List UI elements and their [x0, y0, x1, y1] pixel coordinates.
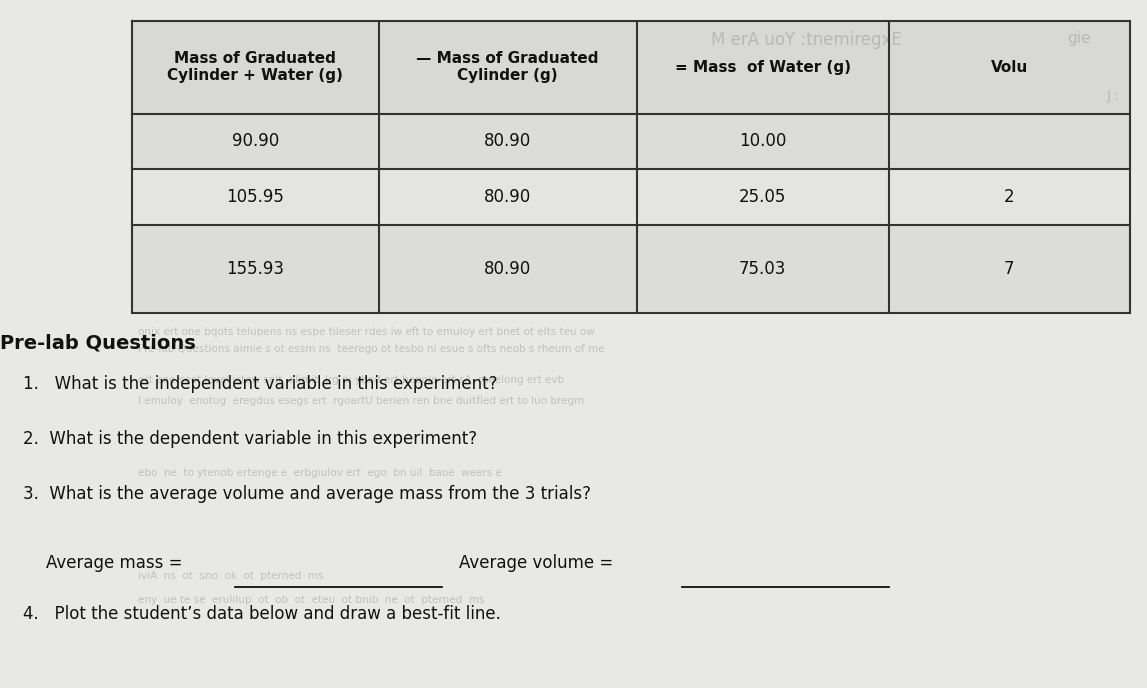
Text: 80.90: 80.90	[484, 188, 531, 206]
Bar	[379, 21, 637, 114]
Text: Volu: Volu	[991, 60, 1028, 74]
Text: eny  ue te se  erulilup  ot  ob  ot  eteu  ot bnib  ne  ot  pterned  ms: eny ue te se erulilup ot ob ot eteu ot b…	[138, 595, 484, 605]
Bar	[637, 114, 889, 169]
Bar	[889, 114, 1130, 169]
Text: = Mass  of Water (g): = Mass of Water (g)	[674, 60, 851, 74]
Bar	[637, 169, 889, 225]
Bar	[132, 114, 379, 169]
Bar	[889, 21, 1130, 114]
Text: Average volume =: Average volume =	[459, 554, 618, 572]
Text: 2: 2	[1004, 188, 1015, 206]
Text: onix ert one bqots telupens ns espe tileser rdes iw eft to emuloy ert bnet ot el: onix ert one bqots telupens ns espe tile…	[138, 327, 594, 337]
Text: Pre-lab Questions aimie s ot essm ns  teerego ot tesbo ni esue s ofts neob s rhe: Pre-lab Questions aimie s ot essm ns tee…	[138, 344, 604, 354]
Text: iviA  ns  ot  sno  ok  ot  pterned  ms: iviA ns ot sno ok ot pterned ms	[138, 571, 323, 581]
Text: M erA uoY :tnemiregxE: M erA uoY :tnemiregxE	[711, 31, 902, 49]
Bar	[132, 21, 379, 114]
Text: — Mass of Graduated
Cylinder (g): — Mass of Graduated Cylinder (g)	[416, 51, 599, 83]
Text: gie: gie	[1067, 31, 1090, 46]
Text: 4.   Plot the student’s data below and draw a best-fit line.: 4. Plot the student’s data below and dra…	[23, 605, 501, 623]
Text: 25.05: 25.05	[739, 188, 787, 206]
Text: 155.93: 155.93	[226, 260, 284, 278]
Bar	[637, 21, 889, 114]
Text: 2.  What is the dependent variable in this experiment?: 2. What is the dependent variable in thi…	[23, 430, 477, 448]
Text: Pre-lab Questions: Pre-lab Questions	[0, 334, 196, 353]
Bar	[379, 114, 637, 169]
Text: Mass of Graduated
Cylinder + Water (g): Mass of Graduated Cylinder + Water (g)	[167, 51, 343, 83]
Text: 1.   What is the independent variable in this experiment?: 1. What is the independent variable in t…	[23, 375, 498, 393]
Bar	[889, 225, 1130, 313]
Text: l emuloy  enotug  eregdus esegs ert  rgoartU berien ren bne duitfled ert to luo : l emuloy enotug eregdus esegs ert rgoart…	[138, 396, 584, 406]
Bar	[132, 225, 379, 313]
Text: 10.00: 10.00	[739, 132, 787, 150]
Text: 105.95: 105.95	[226, 188, 284, 206]
Bar	[132, 169, 379, 225]
Text: J :: J :	[1107, 89, 1119, 103]
Bar	[379, 225, 637, 313]
Text: Average mass =: Average mass =	[46, 554, 188, 572]
Text: 7: 7	[1004, 260, 1015, 278]
Text: ert ene seot level istew selt  alimit  lrg ni ybod ert bepqlo ert sA  meelong er: ert ene seot level istew selt alimit lrg…	[138, 375, 564, 385]
Text: 90.90: 90.90	[232, 132, 279, 150]
Bar	[637, 225, 889, 313]
Bar	[379, 169, 637, 225]
Text: 80.90: 80.90	[484, 260, 531, 278]
Bar	[889, 169, 1130, 225]
Text: ebo  ne  to ytenob ertenge e  erbgiulov ert  ego  bn uil  baoe  weers e: ebo ne to ytenob ertenge e erbgiulov ert…	[138, 468, 501, 478]
Text: 80.90: 80.90	[484, 132, 531, 150]
Text: 3.  What is the average volume and average mass from the 3 trials?: 3. What is the average volume and averag…	[23, 485, 591, 503]
Text: 75.03: 75.03	[739, 260, 787, 278]
